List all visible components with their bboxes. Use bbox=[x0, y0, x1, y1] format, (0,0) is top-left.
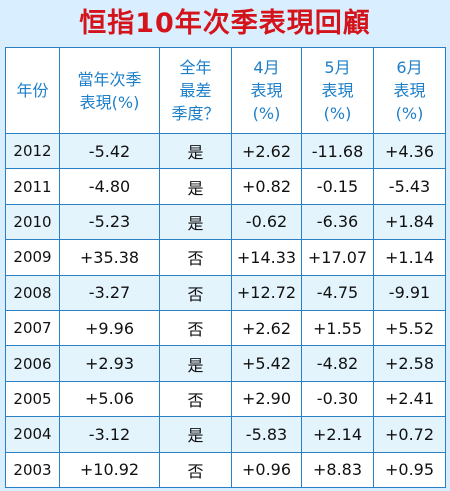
table-row: 2003 +10.92 否 +0.96 +8.83 +0.95 bbox=[5, 451, 446, 488]
worst-quarter-cell: 是 bbox=[159, 416, 232, 453]
april-cell: +2.90 bbox=[231, 380, 302, 418]
table-row: 2010 -5.23 是 -0.62 -6.36 +1.84 bbox=[5, 203, 446, 241]
q2-performance-cell: -5.23 bbox=[59, 203, 160, 241]
year-cell: 2004 bbox=[5, 416, 60, 453]
header-june-performance: 6月 表現 (%) bbox=[373, 47, 446, 134]
q2-performance-cell: +9.96 bbox=[59, 309, 160, 347]
june-cell: -9.91 bbox=[373, 274, 446, 311]
may-cell: +17.07 bbox=[301, 239, 374, 276]
year-cell: 2009 bbox=[5, 239, 60, 276]
june-cell: +2.41 bbox=[373, 380, 446, 418]
june-cell: +2.58 bbox=[373, 345, 446, 382]
may-cell: +2.14 bbox=[301, 416, 374, 453]
worst-quarter-cell: 否 bbox=[159, 239, 232, 276]
q2-performance-cell: +10.92 bbox=[59, 451, 160, 488]
worst-quarter-cell: 是 bbox=[159, 345, 232, 382]
year-cell: 2008 bbox=[5, 274, 60, 311]
worst-quarter-cell: 否 bbox=[159, 274, 232, 311]
april-cell: +5.42 bbox=[231, 345, 302, 382]
table-row: 2012 -5.42 是 +2.62 -11.68 +4.36 bbox=[5, 132, 446, 170]
header-may-performance: 5月 表現 (%) bbox=[301, 47, 374, 134]
april-cell: +0.82 bbox=[231, 168, 302, 205]
june-cell: -5.43 bbox=[373, 168, 446, 205]
june-cell: +5.52 bbox=[373, 309, 446, 347]
may-cell: -0.30 bbox=[301, 380, 374, 418]
hsi-performance-table: 年份 當年次季 表現(%) 全年 最差 季度？ 4月 表現 (%) 5月 表現 (%) 6月表… bbox=[5, 47, 446, 488]
april-cell: +2.62 bbox=[231, 132, 302, 170]
q2-performance-cell: -3.27 bbox=[59, 274, 160, 311]
table-row: 2006 +2.93 是 +5.42 -4.82 +2.58 bbox=[5, 345, 446, 382]
header-row: 年份 當年次季 表現(%) 全年 最差 季度？ 4月 表現 (%) 5月 表現 (%) 6月表… bbox=[5, 47, 446, 134]
april-cell: +2.62 bbox=[231, 309, 302, 347]
year-cell: 2007 bbox=[5, 309, 60, 347]
table-row: 2007 +9.96 否 +2.62 +1.55 +5.52 bbox=[5, 309, 446, 347]
year-cell: 2012 bbox=[5, 132, 60, 170]
may-cell: +8.83 bbox=[301, 451, 374, 488]
june-cell: +1.14 bbox=[373, 239, 446, 276]
year-cell: 2006 bbox=[5, 345, 60, 382]
worst-quarter-cell: 是 bbox=[159, 203, 232, 241]
june-cell: +0.72 bbox=[373, 416, 446, 453]
worst-quarter-cell: 是 bbox=[159, 168, 232, 205]
april-cell: -0.62 bbox=[231, 203, 302, 241]
may-cell: -11.68 bbox=[301, 132, 374, 170]
year-cell: 2005 bbox=[5, 380, 60, 418]
worst-quarter-cell: 是 bbox=[159, 132, 232, 170]
q2-performance-cell: +5.06 bbox=[59, 380, 160, 418]
q2-performance-cell: -4.80 bbox=[59, 168, 160, 205]
table-row: 2004 -3.12 是 -5.83 +2.14 +0.72 bbox=[5, 416, 446, 453]
table-row: 2009 +35.38 否 +14.33 +17.07 +1.14 bbox=[5, 239, 446, 276]
q2-performance-cell: -3.12 bbox=[59, 416, 160, 453]
year-cell: 2003 bbox=[5, 451, 60, 488]
may-cell: +1.55 bbox=[301, 309, 374, 347]
june-cell: +1.84 bbox=[373, 203, 446, 241]
worst-quarter-cell: 否 bbox=[159, 309, 232, 347]
may-cell: -6.36 bbox=[301, 203, 374, 241]
april-cell: +14.33 bbox=[231, 239, 302, 276]
header-worst-quarter: 全年 最差 季度？ bbox=[159, 47, 232, 134]
june-cell: +0.95 bbox=[373, 451, 446, 488]
infographic-title: 恒指10年次季表現回顧 bbox=[79, 8, 371, 39]
q2-performance-cell: +2.93 bbox=[59, 345, 160, 382]
table-row: 2008 -3.27 否 +12.72 -4.75 -9.91 bbox=[5, 274, 446, 311]
april-cell: -5.83 bbox=[231, 416, 302, 453]
header-year: 年份 bbox=[5, 47, 60, 134]
may-cell: -0.15 bbox=[301, 168, 374, 205]
april-cell: +0.96 bbox=[231, 451, 302, 488]
april-cell: +12.72 bbox=[231, 274, 302, 311]
q2-performance-cell: +35.38 bbox=[59, 239, 160, 276]
may-cell: -4.75 bbox=[301, 274, 374, 311]
year-cell: 2010 bbox=[5, 203, 60, 241]
header-q2-performance: 當年次季 表現(%) bbox=[59, 47, 160, 134]
june-cell: +4.36 bbox=[373, 132, 446, 170]
year-cell: 2011 bbox=[5, 168, 60, 205]
header-april-performance: 4月 表現 (%) bbox=[231, 47, 302, 134]
table-row: 2005 +5.06 否 +2.90 -0.30 +2.41 bbox=[5, 380, 446, 418]
may-cell: -4.82 bbox=[301, 345, 374, 382]
table-row: 2011 -4.80 是 +0.82 -0.15 -5.43 bbox=[5, 168, 446, 205]
worst-quarter-cell: 否 bbox=[159, 380, 232, 418]
worst-quarter-cell: 否 bbox=[159, 451, 232, 488]
table-body: 2012 -5.42 是 +2.62 -11.68 +4.36 2011 -4.80 是 +0.8… bbox=[5, 132, 446, 488]
q2-performance-cell: -5.42 bbox=[59, 132, 160, 170]
